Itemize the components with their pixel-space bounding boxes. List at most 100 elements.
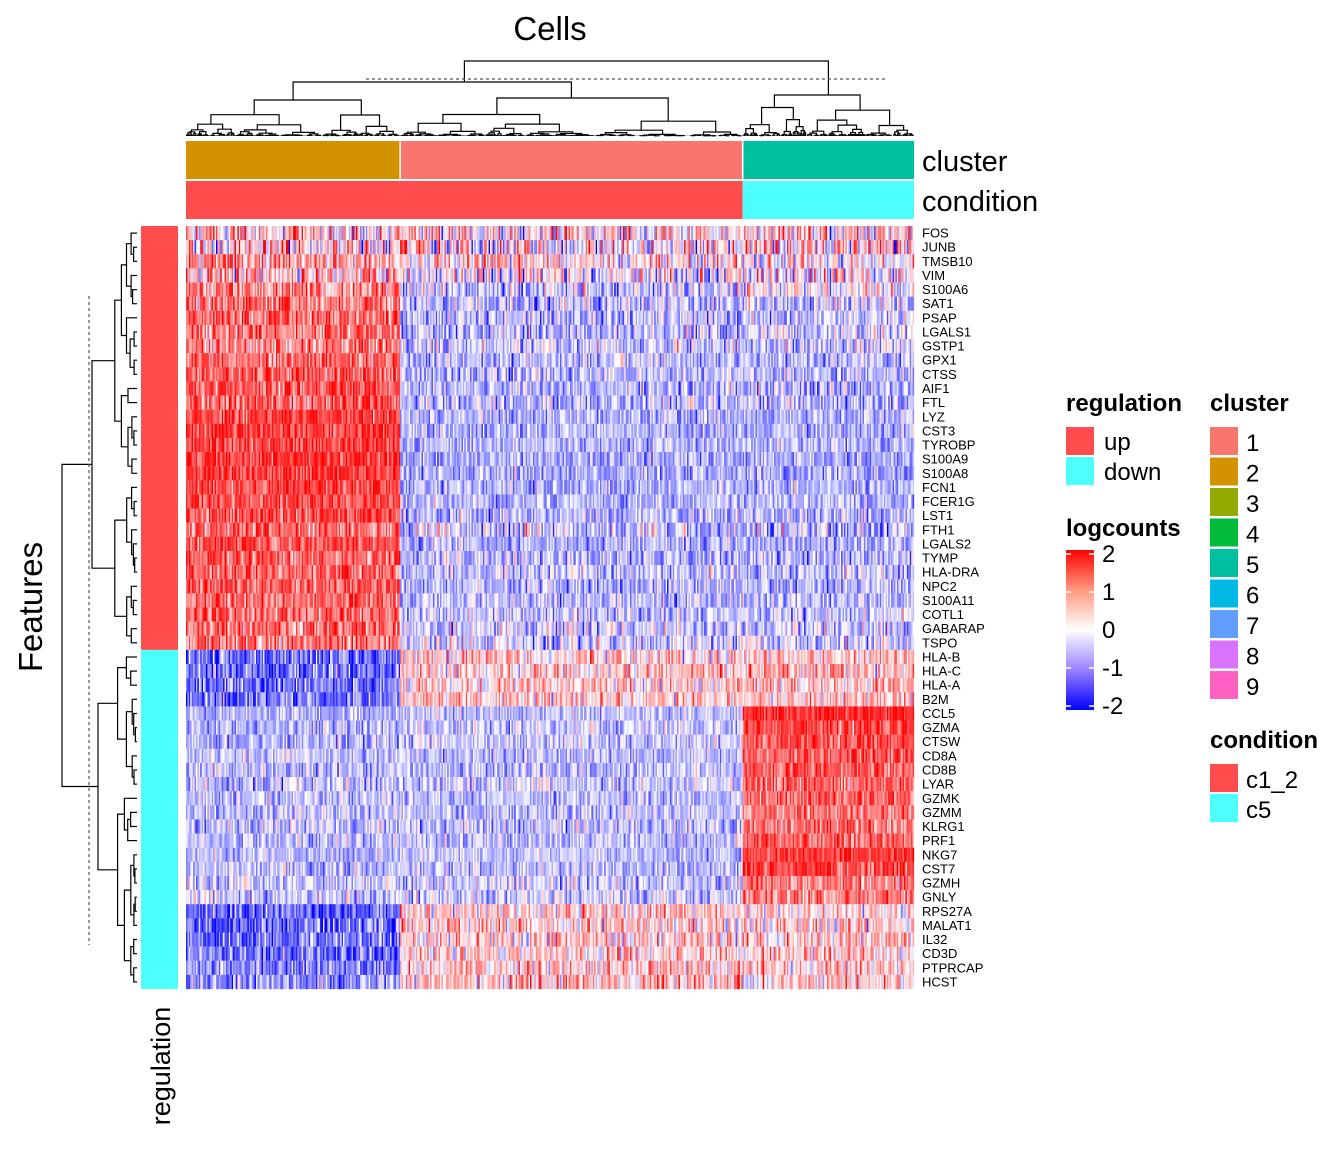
heatmap-cell: [867, 240, 869, 254]
heatmap-cell: [362, 254, 364, 268]
heatmap-cell: [671, 254, 673, 268]
heatmap-cell: [794, 268, 796, 282]
heatmap-cell: [222, 283, 224, 297]
heatmap-cell: [402, 240, 404, 254]
heatmap-cell: [480, 311, 482, 325]
heatmap-cell: [284, 297, 286, 311]
heatmap-cell: [907, 283, 909, 297]
heatmap-cell: [356, 325, 358, 339]
heatmap-cell: [793, 268, 795, 282]
dendrogram-branch: [800, 134, 801, 135]
heatmap-cell: [389, 268, 391, 282]
heatmap-cell: [501, 283, 503, 297]
heatmap-cell: [284, 311, 286, 325]
heatmap-cell: [591, 311, 593, 325]
heatmap-cell: [798, 297, 800, 311]
heatmap-cell: [877, 311, 879, 325]
heatmap-cell: [476, 268, 478, 282]
heatmap-cell: [352, 297, 354, 311]
heatmap-cell: [629, 268, 631, 282]
heatmap-cell: [687, 311, 689, 325]
heatmap-cell: [297, 254, 299, 268]
heatmap-cell: [606, 268, 608, 282]
heatmap-cell: [543, 297, 545, 311]
heatmap-cell: [229, 254, 231, 268]
column-annotations: [186, 141, 914, 219]
heatmap-cell: [633, 283, 635, 297]
heatmap-cell: [810, 226, 812, 240]
dendrogram-leaves: [409, 135, 414, 136]
dendrogram-branch: [293, 82, 571, 100]
heatmap-cell: [266, 297, 268, 311]
heatmap-cell: [384, 297, 386, 311]
heatmap-cell: [327, 325, 329, 339]
heatmap-cell: [559, 226, 561, 240]
heatmap-cell: [396, 297, 398, 311]
heatmap-cell: [457, 254, 459, 268]
heatmap-row-S100A6: [186, 283, 914, 297]
heatmap-cell: [195, 268, 197, 282]
dendrogram-branch: [132, 459, 133, 473]
heatmap-cell: [286, 297, 288, 311]
heatmap-cell: [620, 283, 622, 297]
heatmap-cell: [898, 297, 900, 311]
heatmap-cell: [697, 297, 699, 311]
heatmap-cell: [714, 240, 716, 254]
heatmap-cell: [857, 283, 859, 297]
heatmap-cell: [758, 240, 760, 254]
heatmap-cell: [404, 226, 406, 240]
dendrogram-leaves: [776, 136, 781, 137]
heatmap-cell: [207, 325, 209, 339]
heatmap-cell: [316, 240, 318, 254]
heatmap-cell: [843, 297, 845, 311]
heatmap-cell: [616, 254, 618, 268]
heatmap-cell: [402, 311, 404, 325]
heatmap-cell: [360, 240, 362, 254]
heatmap-cell: [289, 283, 291, 297]
heatmap-cell: [270, 226, 272, 240]
heatmap-cell: [807, 283, 809, 297]
heatmap-cell: [296, 268, 298, 282]
heatmap-cell: [354, 283, 356, 297]
heatmap-cell: [474, 297, 476, 311]
heatmap-cell: [774, 297, 776, 311]
dendrogram-branch: [128, 389, 132, 403]
heatmap-cell: [865, 283, 867, 297]
heatmap-cell: [554, 311, 556, 325]
heatmap-cell: [850, 226, 852, 240]
heatmap-cell: [520, 283, 522, 297]
heatmap-cell: [801, 268, 803, 282]
heatmap-cell: [195, 283, 197, 297]
heatmap-cell: [811, 311, 813, 325]
heatmap-cell: [551, 297, 553, 311]
heatmap-cell: [516, 283, 518, 297]
heatmap-cell: [443, 240, 445, 254]
heatmap-cell: [771, 240, 773, 254]
heatmap-cell: [230, 226, 232, 240]
heatmap-cell: [202, 226, 204, 240]
heatmap-cell: [464, 254, 466, 268]
dendrogram-branch: [227, 135, 229, 136]
heatmap-cell: [429, 226, 431, 240]
heatmap-cell: [698, 240, 700, 254]
heatmap-cell: [845, 240, 847, 254]
heatmap-cell: [640, 311, 642, 325]
heatmap-cell: [430, 268, 432, 282]
heatmap-cell: [275, 268, 277, 282]
heatmap-cell: [797, 311, 799, 325]
heatmap-cell: [875, 311, 877, 325]
dendrogram-leaves: [193, 135, 197, 136]
heatmap-cell: [746, 311, 748, 325]
heatmap-cell: [263, 226, 265, 240]
heatmap-cell: [446, 226, 448, 240]
heatmap-cell: [579, 283, 581, 297]
heatmap-cell: [837, 240, 839, 254]
heatmap-cell: [554, 283, 556, 297]
heatmap-cell: [614, 226, 616, 240]
heatmap-cell: [651, 226, 653, 240]
heatmap-cell: [299, 226, 301, 240]
heatmap-cell: [601, 311, 603, 325]
heatmap-cell: [673, 226, 675, 240]
heatmap-cell: [780, 226, 782, 240]
heatmap-cell: [570, 268, 572, 282]
